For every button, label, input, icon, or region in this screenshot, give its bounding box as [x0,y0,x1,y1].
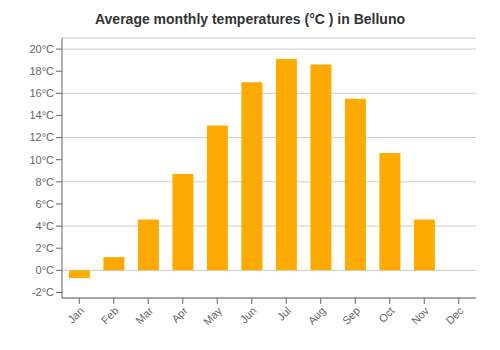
svg-text:Jan: Jan [65,304,86,325]
svg-text:Jul: Jul [275,304,293,322]
svg-text:Jun: Jun [238,304,259,325]
svg-text:10°C: 10°C [29,154,54,166]
svg-text:14°C: 14°C [29,109,54,121]
svg-text:Mar: Mar [133,304,155,326]
svg-text:Dec: Dec [443,304,466,327]
svg-text:Oct: Oct [376,304,397,325]
svg-text:2°C: 2°C [36,242,55,254]
svg-text:6°C: 6°C [36,198,55,210]
svg-text:Feb: Feb [99,304,121,326]
svg-text:0°C: 0°C [36,264,55,276]
svg-text:Nov: Nov [409,304,432,327]
svg-text:Aug: Aug [305,304,327,326]
html-text:Average monthly temperatures (: Average monthly temperatures (°C ) in Be… [95,11,405,27]
svg-text:Apr: Apr [169,304,190,325]
svg-text:4°C: 4°C [36,220,55,232]
svg-text:May: May [201,304,225,328]
svg-text:-2°C: -2°C [32,286,54,298]
svg-text:18°C: 18°C [29,65,54,77]
svg-text:12°C: 12°C [29,131,54,143]
svg-text:Sep: Sep [340,304,362,326]
svg-text:8°C: 8°C [36,176,55,188]
svg-text:16°C: 16°C [29,87,54,99]
svg-text:20°C: 20°C [29,43,54,55]
